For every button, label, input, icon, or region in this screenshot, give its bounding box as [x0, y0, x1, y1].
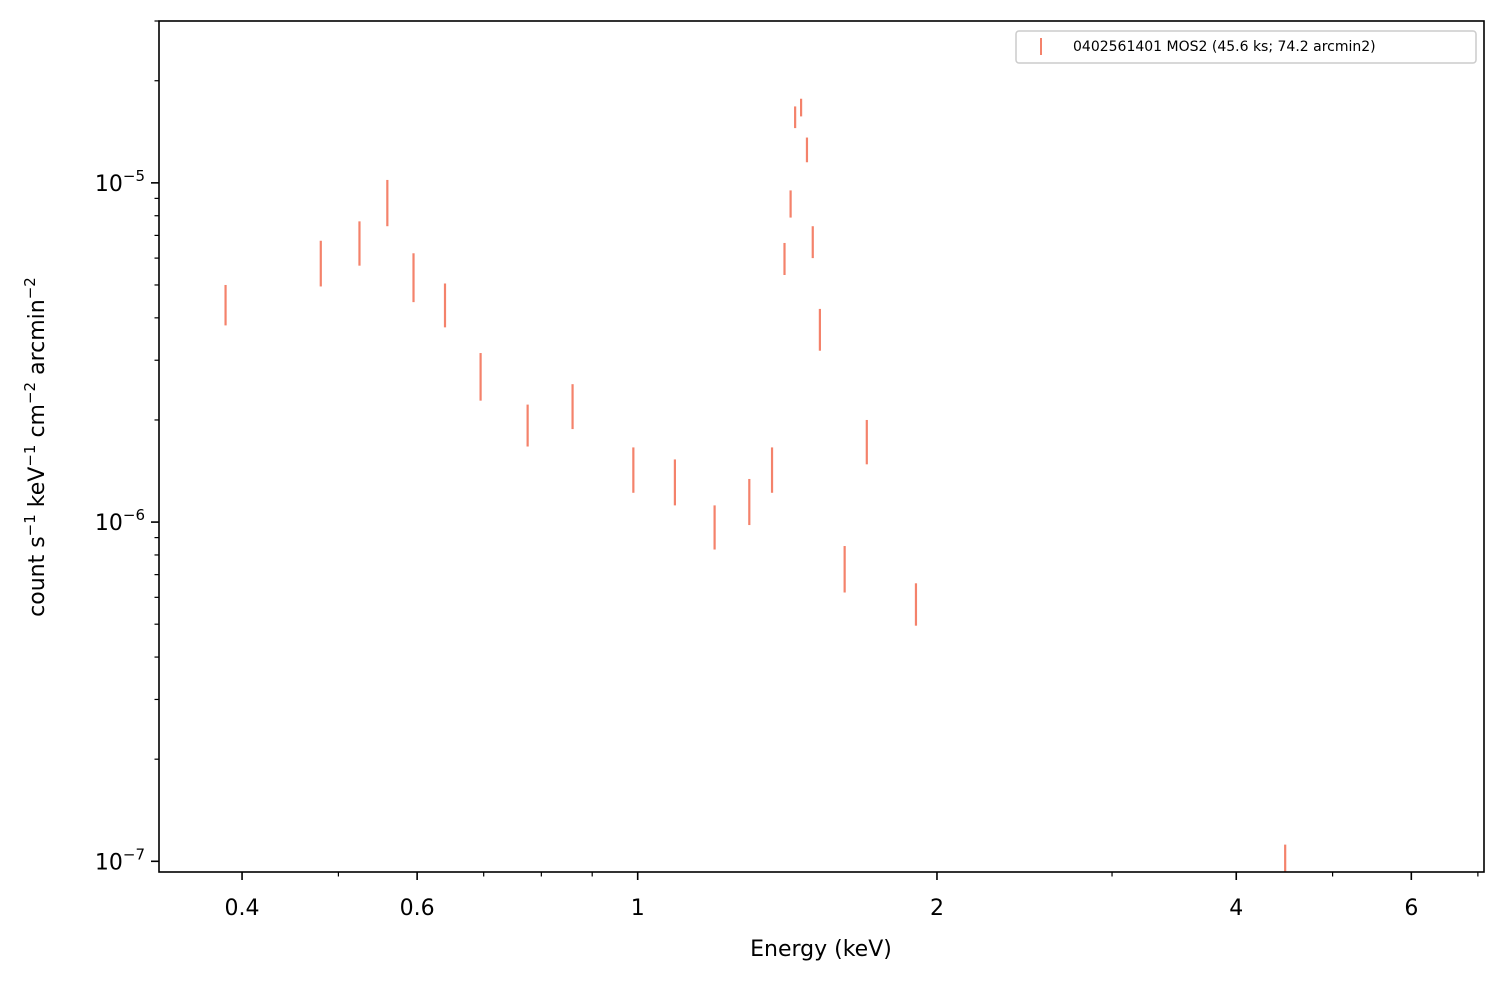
legend-label-series-0: 0402561401 MOS2 (45.6 ks; 74.2 arcmin2) — [1073, 39, 1376, 55]
x-axis-ticks: 0.4 0.6 1 2 4 6 — [225, 872, 1479, 921]
x-tick-label: 6 — [1404, 896, 1418, 921]
legend: 0402561401 MOS2 (45.6 ks; 74.2 arcmin2) — [1015, 30, 1477, 64]
plot-frame — [158, 20, 1485, 873]
series-layer — [224, 98, 1287, 872]
y-tick-label: 10−5 — [95, 167, 145, 197]
x-tick-label: 0.4 — [225, 896, 260, 921]
plot-background — [159, 21, 1484, 872]
x-tick-label: 2 — [930, 896, 944, 921]
x-tick-label: 4 — [1229, 896, 1243, 921]
x-axis-title: Energy (keV) — [750, 937, 892, 962]
x-tick-label: 0.6 — [400, 896, 435, 921]
y-tick-label: 10−6 — [95, 506, 145, 536]
y-axis-title: count s−1 keV−1 cm−2 arcmin−2 — [21, 277, 50, 617]
x-tick-label: 1 — [631, 896, 645, 921]
y-axis-ticks: 10−7 10−6 10−5 — [95, 20, 159, 875]
legend-box — [1015, 30, 1477, 64]
y-tick-label: 10−7 — [95, 845, 145, 875]
